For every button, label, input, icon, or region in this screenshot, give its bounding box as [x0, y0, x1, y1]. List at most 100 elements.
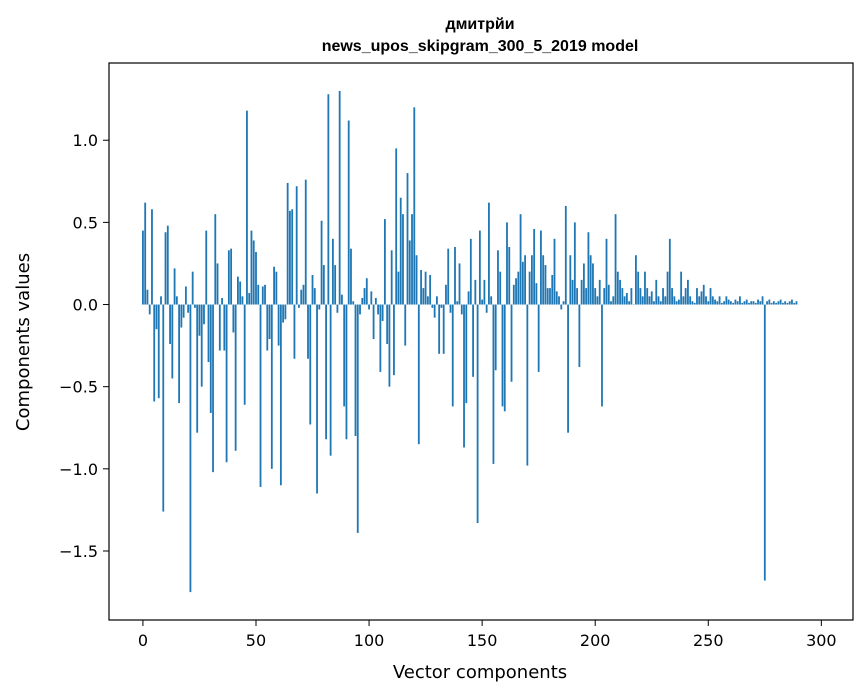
- bar-155: [493, 305, 495, 464]
- bar-53: [262, 286, 264, 304]
- bar-215: [628, 301, 630, 304]
- bar-138: [454, 247, 456, 305]
- bar-64: [287, 183, 289, 305]
- bar-171: [529, 272, 531, 305]
- bar-156: [495, 305, 497, 371]
- bar-245: [696, 288, 698, 304]
- bar-63: [284, 305, 286, 320]
- bar-111: [393, 305, 395, 376]
- bar-127: [429, 275, 431, 305]
- bar-210: [617, 272, 619, 305]
- bar-41: [235, 305, 237, 451]
- bar-241: [687, 280, 689, 305]
- bar-4: [151, 209, 153, 304]
- bar-151: [483, 280, 485, 305]
- bar-76: [314, 288, 316, 304]
- bar-254: [716, 301, 718, 304]
- bar-62: [282, 305, 284, 323]
- bar-133: [443, 305, 445, 354]
- bar-28: [205, 231, 207, 305]
- bar-43: [239, 282, 241, 305]
- bar-268: [748, 303, 750, 305]
- bar-71: [303, 285, 305, 305]
- bar-104: [377, 305, 379, 315]
- bar-262: [735, 300, 737, 305]
- bar-159: [502, 305, 504, 407]
- bar-260: [730, 301, 732, 304]
- bar-221: [642, 296, 644, 304]
- bar-161: [506, 222, 508, 304]
- bar-226: [653, 301, 655, 304]
- bar-91: [348, 121, 350, 305]
- bar-29: [208, 305, 210, 363]
- bar-267: [746, 300, 748, 305]
- bar-181: [551, 275, 553, 305]
- bar-115: [402, 214, 404, 304]
- bar-251: [710, 288, 712, 304]
- bar-169: [524, 255, 526, 304]
- bar-176: [540, 231, 542, 305]
- bar-20: [187, 305, 189, 313]
- bar-173: [533, 229, 535, 305]
- bar-98: [364, 288, 366, 304]
- bar-160: [504, 305, 506, 412]
- bar-184: [558, 296, 560, 304]
- bar-236: [676, 301, 678, 304]
- bar-9: [162, 305, 164, 512]
- bar-8: [160, 296, 162, 304]
- bar-227: [655, 280, 657, 305]
- bar-189: [569, 255, 571, 304]
- bar-205: [606, 239, 608, 305]
- bar-7: [158, 305, 160, 399]
- bar-84: [332, 239, 334, 305]
- bar-60: [278, 305, 280, 346]
- bar-21: [190, 305, 192, 593]
- bar-57: [271, 305, 273, 469]
- bar-69: [298, 305, 300, 308]
- bar-278: [771, 303, 773, 305]
- bar-271: [755, 303, 757, 305]
- bar-118: [409, 240, 411, 304]
- bar-222: [644, 272, 646, 305]
- bar-218: [635, 255, 637, 304]
- bar-211: [619, 280, 621, 305]
- bar-250: [707, 301, 709, 304]
- bar-65: [289, 211, 291, 305]
- bar-94: [355, 305, 357, 436]
- bar-198: [590, 255, 592, 304]
- bar-54: [264, 285, 266, 305]
- bar-192: [576, 288, 578, 304]
- bar-285: [787, 303, 789, 305]
- bar-26: [201, 305, 203, 387]
- bar-289: [796, 301, 798, 304]
- bar-124: [422, 288, 424, 304]
- bar-232: [667, 272, 669, 305]
- y-tick-label: 1.0: [73, 131, 98, 150]
- bar-275: [764, 305, 766, 581]
- x-axis-label: Vector components: [393, 662, 567, 683]
- bar-170: [526, 305, 528, 466]
- bar-25: [199, 305, 201, 336]
- bar-194: [581, 280, 583, 305]
- bar-154: [490, 296, 492, 304]
- bar-264: [739, 296, 741, 304]
- bar-100: [368, 305, 370, 310]
- bar-216: [630, 288, 632, 304]
- bar-132: [441, 305, 443, 308]
- bar-15: [176, 296, 178, 304]
- bar-231: [664, 296, 666, 304]
- bar-48: [251, 231, 253, 305]
- bar-195: [583, 263, 585, 304]
- bar-34: [219, 305, 221, 351]
- bar-97: [361, 298, 363, 305]
- bar-22: [192, 272, 194, 305]
- bar-261: [732, 303, 734, 305]
- bar-229: [660, 301, 662, 304]
- bar-270: [753, 301, 755, 304]
- bar-204: [603, 288, 605, 304]
- bar-105: [379, 305, 381, 372]
- bar-114: [400, 198, 402, 305]
- y-axis-ticks: −1.5−1.0−0.50.00.51.0: [59, 131, 109, 561]
- bar-207: [610, 301, 612, 304]
- bar-140: [459, 263, 461, 304]
